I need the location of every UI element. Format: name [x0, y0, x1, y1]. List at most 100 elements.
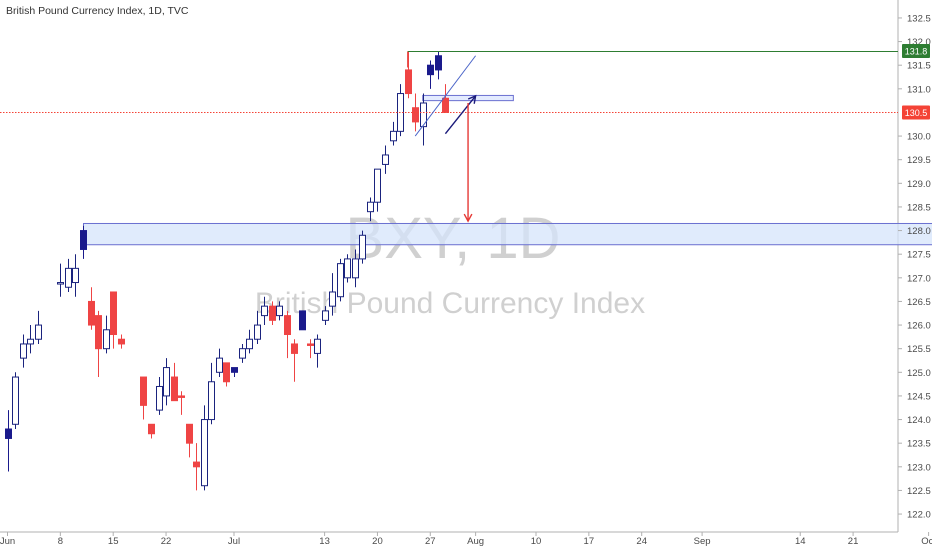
x-tick-label: Jun: [0, 536, 15, 547]
candle-body: [261, 305, 268, 317]
x-tick-label: 14: [795, 536, 806, 547]
y-tick-label: 126.5: [907, 297, 931, 308]
x-tick-label: Sep: [694, 536, 711, 547]
candle-body: [35, 324, 42, 340]
candle-body: [171, 376, 178, 402]
candle-body: [254, 324, 261, 340]
candle-body: [95, 315, 102, 350]
candle-body: [435, 55, 442, 71]
candle-body: [246, 338, 253, 350]
x-tick-label: 13: [319, 536, 330, 547]
x-tick-label: Oct: [921, 536, 932, 547]
candle-body: [231, 367, 238, 373]
y-tick-label: 132.0: [907, 37, 931, 48]
candle-body: [405, 69, 412, 95]
candle-body: [239, 348, 246, 359]
candle-body: [337, 263, 344, 298]
y-tick-label: 131.5: [907, 61, 931, 72]
candle-body: [27, 338, 34, 345]
candle-body: [307, 343, 314, 346]
candle-body: [382, 154, 389, 165]
y-tick-label: 128.5: [907, 202, 931, 213]
candle-body: [178, 395, 185, 398]
candle-body: [329, 291, 336, 307]
x-tick-label: Jul: [228, 536, 240, 547]
y-tick-label: 126.0: [907, 321, 931, 332]
candle-body: [390, 130, 397, 142]
candle-body: [322, 310, 329, 321]
candle-body: [80, 230, 87, 250]
price-badge: [902, 44, 930, 59]
candle-body: [291, 343, 298, 354]
x-tick-label: 17: [584, 536, 595, 547]
arrow-head: [463, 213, 473, 223]
x-tick-label: 22: [161, 536, 172, 547]
resistance-zone: [422, 94, 514, 102]
x-tick-label: 24: [636, 536, 647, 547]
y-tick-label: 125.0: [907, 368, 931, 379]
candle-body: [65, 267, 72, 288]
candle-body: [314, 338, 321, 354]
candle-body: [367, 201, 374, 213]
x-tick-label: 20: [372, 536, 383, 547]
up-arrow: [444, 95, 477, 135]
candle-body: [12, 376, 19, 425]
arrow-head: [467, 94, 477, 104]
y-tick-label: 132.5: [907, 13, 931, 24]
chart-title: British Pound Currency Index, 1D, TVC: [6, 5, 189, 17]
y-tick-label: 125.5: [907, 344, 931, 355]
candle-body: [420, 102, 427, 128]
y-tick-label: 130.0: [907, 132, 931, 143]
candle-body: [223, 362, 230, 383]
y-tick-label: 129.5: [907, 155, 931, 166]
y-tick-label: 131.0: [907, 84, 931, 95]
candle-body: [427, 64, 434, 76]
watermark-name: British Pound Currency Index: [255, 287, 645, 320]
price-badge-label: 130.5: [905, 108, 928, 118]
candle-body: [352, 258, 359, 279]
candle-body: [72, 267, 79, 284]
candle-body: [359, 234, 366, 260]
y-tick-label: 127.0: [907, 273, 931, 284]
y-tick-label: 124.0: [907, 415, 931, 426]
x-tick-label: 27: [425, 536, 436, 547]
x-tick-label: 15: [108, 536, 119, 547]
candle-body: [118, 338, 125, 345]
price-badge: [902, 105, 930, 120]
candle-body: [344, 258, 351, 279]
x-tick-label: 10: [531, 536, 542, 547]
candle-body: [103, 329, 110, 350]
x-tick-label: Aug: [467, 536, 484, 547]
candle-body: [193, 461, 200, 468]
candle-body: [57, 282, 64, 285]
candle-body: [20, 343, 27, 359]
candle-body: [299, 310, 306, 331]
x-tick-label: 21: [848, 536, 859, 547]
candle-body: [88, 300, 95, 326]
y-tick-label: 127.5: [907, 250, 931, 261]
y-tick-label: 124.5: [907, 391, 931, 402]
candle-body: [201, 419, 208, 487]
candle-body: [186, 423, 193, 444]
y-tick-label: 123.5: [907, 439, 931, 450]
price-badge-label: 131.8: [905, 47, 928, 57]
candle-body: [276, 305, 283, 317]
candle-body: [208, 381, 215, 421]
candle-body: [269, 305, 276, 321]
candle-body: [442, 97, 449, 113]
candle-body: [412, 107, 419, 123]
candle-body: [163, 367, 170, 397]
candle-body: [140, 376, 147, 406]
y-tick-label: 128.0: [907, 226, 931, 237]
support-zone: [83, 222, 932, 246]
candle-body: [374, 168, 381, 203]
trend-line: [414, 55, 476, 137]
y-tick-label: 129.0: [907, 179, 931, 190]
y-tick-label: 123.0: [907, 462, 931, 473]
candle-body: [110, 291, 117, 336]
candle-body: [156, 385, 163, 411]
y-tick-label: 122.5: [907, 486, 931, 497]
candle-body: [5, 428, 12, 439]
